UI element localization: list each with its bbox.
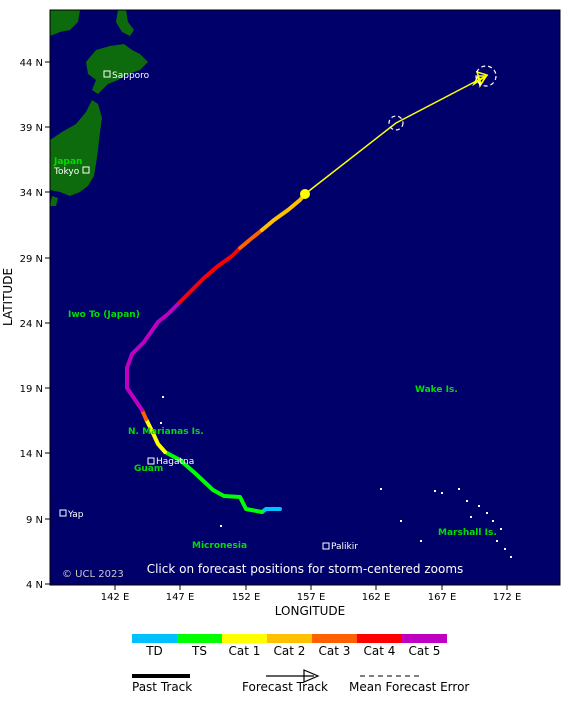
label-marianas: N. Marianas Is.	[128, 427, 204, 437]
x-tick-152: 152 E	[232, 592, 261, 603]
axis-ticks	[45, 61, 508, 590]
y-tick-39: 39 N	[20, 123, 43, 134]
scale-swatch-cat5	[402, 634, 447, 643]
y-tick-44: 44 N	[20, 58, 43, 69]
scale-label-cat1: Cat 1	[228, 644, 261, 658]
scale-label-cat4: Cat 4	[363, 644, 396, 658]
scale-swatch-cat3	[312, 634, 357, 643]
x-tick-157: 157 E	[297, 592, 326, 603]
y-tick-24: 24 N	[20, 319, 43, 330]
scale-swatch-td	[132, 634, 177, 643]
scale-swatch-cat4	[357, 634, 402, 643]
scale-swatch-cat1	[222, 634, 267, 643]
label-iwo-to: Iwo To (Japan)	[68, 310, 140, 320]
scale-label-ts: TS	[192, 644, 207, 658]
x-tick-142: 142 E	[101, 592, 130, 603]
track-key-icons	[132, 669, 420, 683]
y-tick-29: 29 N	[20, 254, 43, 265]
x-tick-167: 167 E	[428, 592, 457, 603]
past-track	[125, 192, 307, 514]
label-tokyo: Tokyo	[53, 167, 80, 177]
forecast-track-label: Forecast Track	[242, 680, 328, 694]
x-tick-172: 172 E	[493, 592, 522, 603]
instruction-text: Click on forecast positions for storm-ce…	[147, 562, 464, 576]
x-tick-162: 162 E	[362, 592, 391, 603]
x-axis-label: LONGITUDE	[275, 604, 345, 618]
label-guam: Guam	[134, 464, 163, 474]
y-tick-4: 4 N	[26, 580, 43, 591]
label-wake: Wake Is.	[415, 385, 458, 395]
label-yap: Yap	[67, 510, 84, 520]
label-japan: Japan	[53, 157, 82, 167]
map-frame	[49, 9, 561, 586]
scale-swatch-ts	[177, 634, 222, 643]
marshall-atolls	[160, 396, 512, 558]
x-tick-labels: 142 E 147 E 152 E 157 E 162 E 167 E 172 …	[101, 592, 522, 603]
mean-error-label: Mean Forecast Error	[349, 680, 470, 694]
y-tick-14: 14 N	[20, 449, 43, 460]
place-markers	[59, 70, 330, 550]
scale-label-td: TD	[146, 644, 163, 658]
label-micronesia: Micronesia	[192, 541, 247, 551]
scale-label-cat2: Cat 2	[273, 644, 306, 658]
label-hagatna: Hagatna	[156, 457, 194, 467]
scale-swatch-cat2	[267, 634, 312, 643]
forecast-position-1[interactable]	[388, 115, 404, 131]
ocean-area[interactable]	[50, 10, 560, 585]
label-sapporo: Sapporo	[112, 71, 150, 81]
scale-label-cat3: Cat 3	[318, 644, 351, 658]
intensity-scale	[132, 634, 447, 643]
x-tick-147: 147 E	[166, 592, 195, 603]
scale-label-cat5: Cat 5	[408, 644, 441, 658]
y-tick-34: 34 N	[20, 188, 43, 199]
y-axis-label: LATITUDE	[1, 268, 15, 326]
forecast-track[interactable]	[304, 70, 489, 195]
map-svg[interactable]: 142 E 147 E 152 E 157 E 162 E 167 E 172 …	[0, 0, 580, 620]
label-palikir: Palikir	[331, 542, 358, 552]
y-tick-19: 19 N	[20, 384, 43, 395]
past-track-label: Past Track	[132, 680, 193, 694]
place-labels: Sapporo Tokyo Japan Iwo To (Japan) Wake …	[53, 71, 497, 552]
storm-track-map[interactable]: 142 E 147 E 152 E 157 E 162 E 167 E 172 …	[0, 0, 580, 620]
y-tick-9: 9 N	[26, 515, 43, 526]
copyright: © UCL 2023	[62, 569, 124, 580]
forecast-position-2[interactable]	[475, 65, 497, 87]
y-tick-labels: 44 N 39 N 34 N 29 N 24 N 19 N 14 N 9 N 4…	[20, 58, 43, 591]
forecast-track-icon	[266, 669, 320, 683]
current-position-marker[interactable]	[300, 189, 310, 199]
label-marshall: Marshall Is.	[438, 528, 497, 538]
intensity-scale-labels: TD TS Cat 1 Cat 2 Cat 3 Cat 4 Cat 5	[132, 644, 447, 658]
forecast-arrow-icon	[475, 70, 489, 86]
